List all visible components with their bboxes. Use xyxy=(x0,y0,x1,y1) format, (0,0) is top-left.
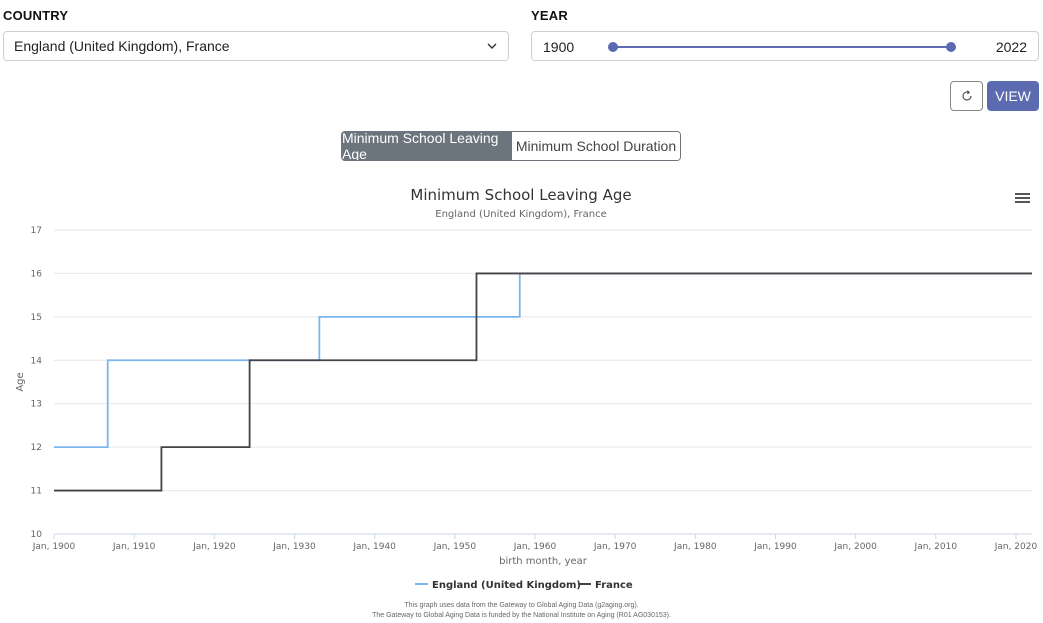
y-tick-label: 16 xyxy=(31,269,43,279)
country-select[interactable]: England (United Kingdom), France xyxy=(3,31,509,61)
legend-item[interactable]: France xyxy=(595,580,633,591)
reset-button[interactable] xyxy=(950,81,983,111)
x-tick-label: Jan, 1980 xyxy=(673,542,717,552)
refresh-icon xyxy=(961,90,972,101)
slider-handle-min[interactable] xyxy=(608,42,618,52)
country-select-value: England (United Kingdom), France xyxy=(14,38,230,54)
tab-minimum-school-duration[interactable]: Minimum School Duration xyxy=(512,132,680,160)
legend-item[interactable]: England (United Kingdom) xyxy=(432,580,581,591)
view-button[interactable]: VIEW xyxy=(987,81,1039,111)
year-label: YEAR xyxy=(531,8,568,23)
x-tick-label: Jan, 1950 xyxy=(433,542,477,552)
x-tick-label: Jan, 2000 xyxy=(833,542,877,552)
x-tick-label: Jan, 1900 xyxy=(32,542,76,552)
chart-title: Minimum School Leaving Age xyxy=(410,186,631,204)
leaving-age-chart: Minimum School Leaving Age England (Unit… xyxy=(15,186,1038,591)
slider-track[interactable] xyxy=(612,46,951,48)
menu-icon[interactable] xyxy=(1015,192,1030,204)
y-tick-label: 11 xyxy=(31,487,42,497)
y-tick-label: 17 xyxy=(31,226,42,236)
x-tick-label: Jan, 1920 xyxy=(192,542,236,552)
series-line-england[interactable] xyxy=(54,272,1032,449)
x-tick-label: Jan, 1940 xyxy=(352,542,396,552)
chart-type-toggle: Minimum School Leaving Age Minimum Schoo… xyxy=(341,131,681,161)
x-tick-label: Jan, 2010 xyxy=(914,542,958,552)
x-tick-label: Jan, 1930 xyxy=(272,542,316,552)
chevron-down-icon xyxy=(487,43,497,49)
credit-line-1: This graph uses data from the Gateway to… xyxy=(404,602,639,609)
y-tick-label: 13 xyxy=(31,400,42,410)
x-axis-label: birth month, year xyxy=(499,556,588,567)
x-tick-label: Jan, 1990 xyxy=(753,542,797,552)
y-tick-label: 12 xyxy=(31,443,42,453)
year-range-slider[interactable]: 1900 2022 xyxy=(531,31,1039,61)
year-min-value: 1900 xyxy=(543,39,575,55)
x-tick-label: Jan, 1960 xyxy=(513,542,557,552)
year-max-value: 2022 xyxy=(995,39,1027,55)
y-axis-label: Age xyxy=(15,372,26,391)
y-tick-label: 10 xyxy=(31,530,43,540)
x-tick-label: Jan, 2020 xyxy=(994,542,1038,552)
x-tick-label: Jan, 1970 xyxy=(593,542,637,552)
tab-minimum-school-leaving-age[interactable]: Minimum School Leaving Age xyxy=(342,132,512,160)
country-label: COUNTRY xyxy=(3,8,69,23)
x-tick-label: Jan, 1910 xyxy=(112,542,156,552)
chart-subtitle: England (United Kingdom), France xyxy=(435,209,606,220)
series-line-france[interactable] xyxy=(54,272,1032,492)
y-tick-label: 15 xyxy=(31,313,42,323)
credit-line-2: The Gateway to Global Aging Data is fund… xyxy=(372,612,671,619)
slider-handle-max[interactable] xyxy=(946,42,956,52)
y-tick-label: 14 xyxy=(31,356,43,366)
